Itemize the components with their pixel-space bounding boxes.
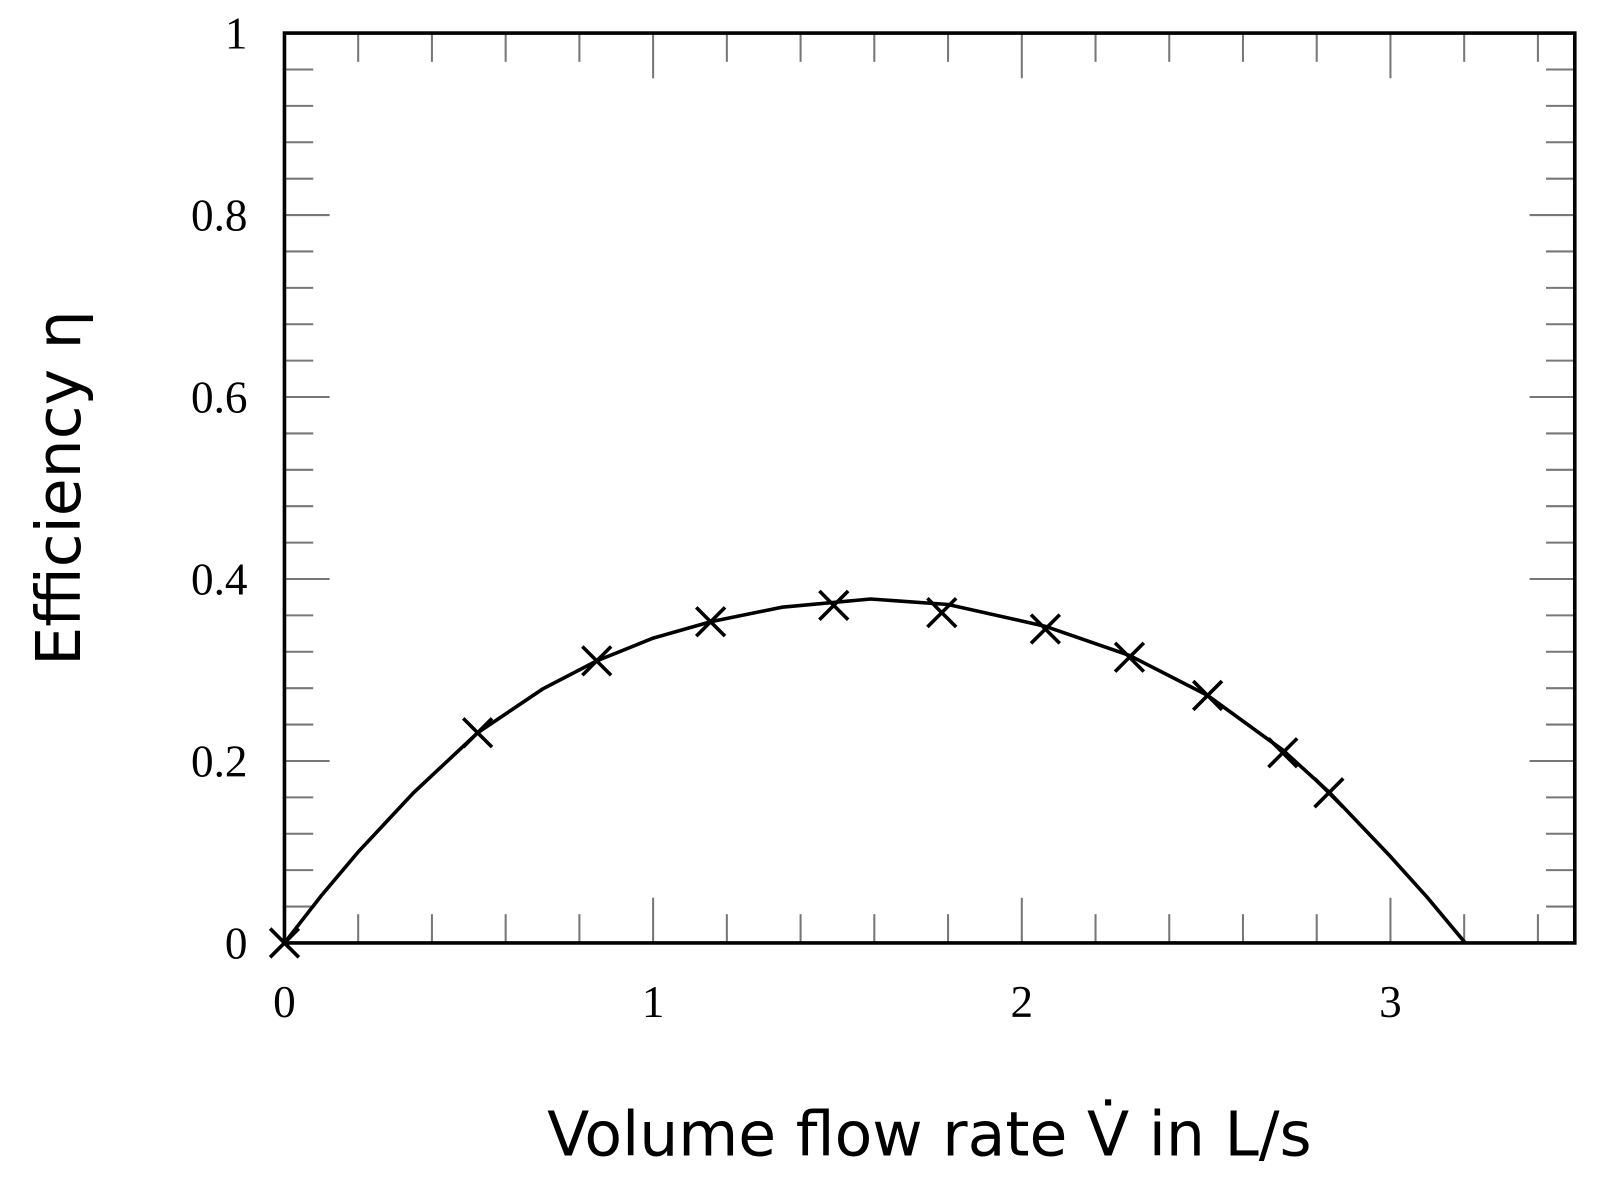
fit-curve	[283, 597, 1467, 945]
x-tick-label: 0	[273, 977, 296, 1027]
y-tick-label: 1	[225, 8, 248, 58]
data-point	[1029, 613, 1062, 645]
y-tick-label: 0	[225, 918, 248, 968]
plot-frame	[282, 31, 1577, 945]
y-tick-label: 0.4	[191, 554, 247, 604]
data-point	[818, 589, 850, 622]
y-axis-label: Efficiency η	[23, 310, 95, 665]
x-tick-label: 3	[1379, 977, 1402, 1027]
x-tick-label: 1	[642, 977, 665, 1027]
x-tick-label: 2	[1010, 977, 1033, 1027]
y-tick-label: 0.8	[191, 190, 247, 240]
x-axis-label: Volume flow rate V̇ in L/s	[547, 1098, 1312, 1170]
y-tick-label: 0.6	[191, 372, 247, 422]
y-tick-label: 0.2	[191, 736, 247, 786]
